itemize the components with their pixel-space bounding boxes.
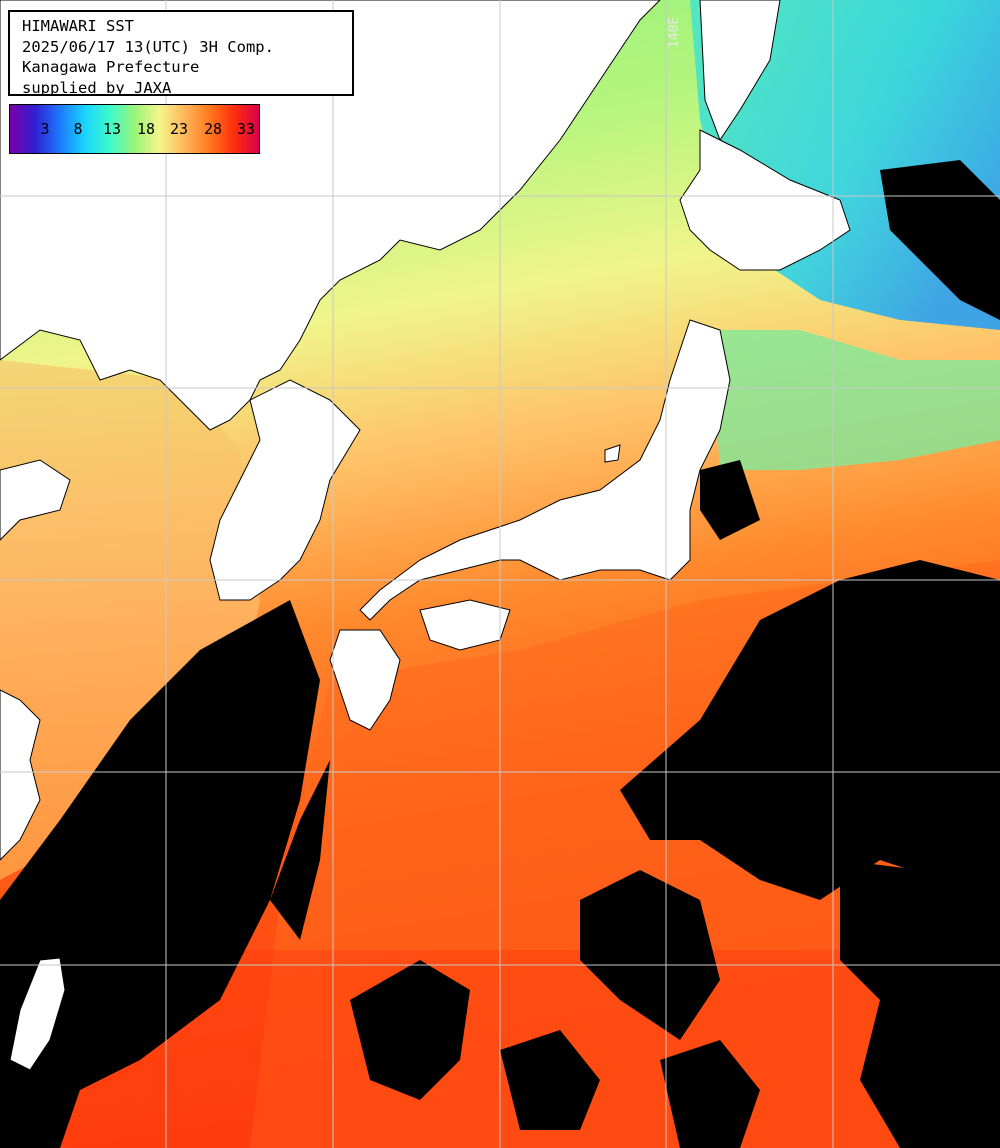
scale-tick: 28 — [203, 120, 223, 138]
title-box: HIMAWARI SST 2025/06/17 13(UTC) 3H Comp.… — [8, 10, 354, 97]
scale-tick: 23 — [169, 120, 189, 138]
scale-tick: 3 — [40, 120, 50, 138]
land-hokkaido — [679, 129, 851, 271]
longitude-label: 140E — [667, 16, 682, 48]
cloud-cover — [0, 160, 1000, 1148]
land-sado — [604, 444, 621, 463]
scale-tick: 33 — [236, 120, 256, 138]
supplier-label: supplied by JAXA — [22, 78, 172, 97]
land-china-coast — [0, 689, 41, 861]
land-shandong — [0, 459, 71, 541]
scale-tick: 18 — [136, 120, 156, 138]
color-scale-bar: 3 8 13 18 23 28 33 — [9, 104, 260, 154]
product-title: HIMAWARI SST — [22, 17, 134, 35]
land-taiwan — [9, 957, 66, 1071]
land-sakhalin — [699, 0, 781, 142]
prefecture-label: Kanagawa Prefecture — [22, 58, 200, 76]
cool-water-sanriku — [710, 330, 1000, 470]
land-honshu — [359, 319, 731, 621]
scale-tick: 13 — [102, 120, 122, 138]
scale-tick: 8 — [73, 120, 83, 138]
observation-time: 2025/06/17 13(UTC) 3H Comp. — [22, 37, 274, 56]
